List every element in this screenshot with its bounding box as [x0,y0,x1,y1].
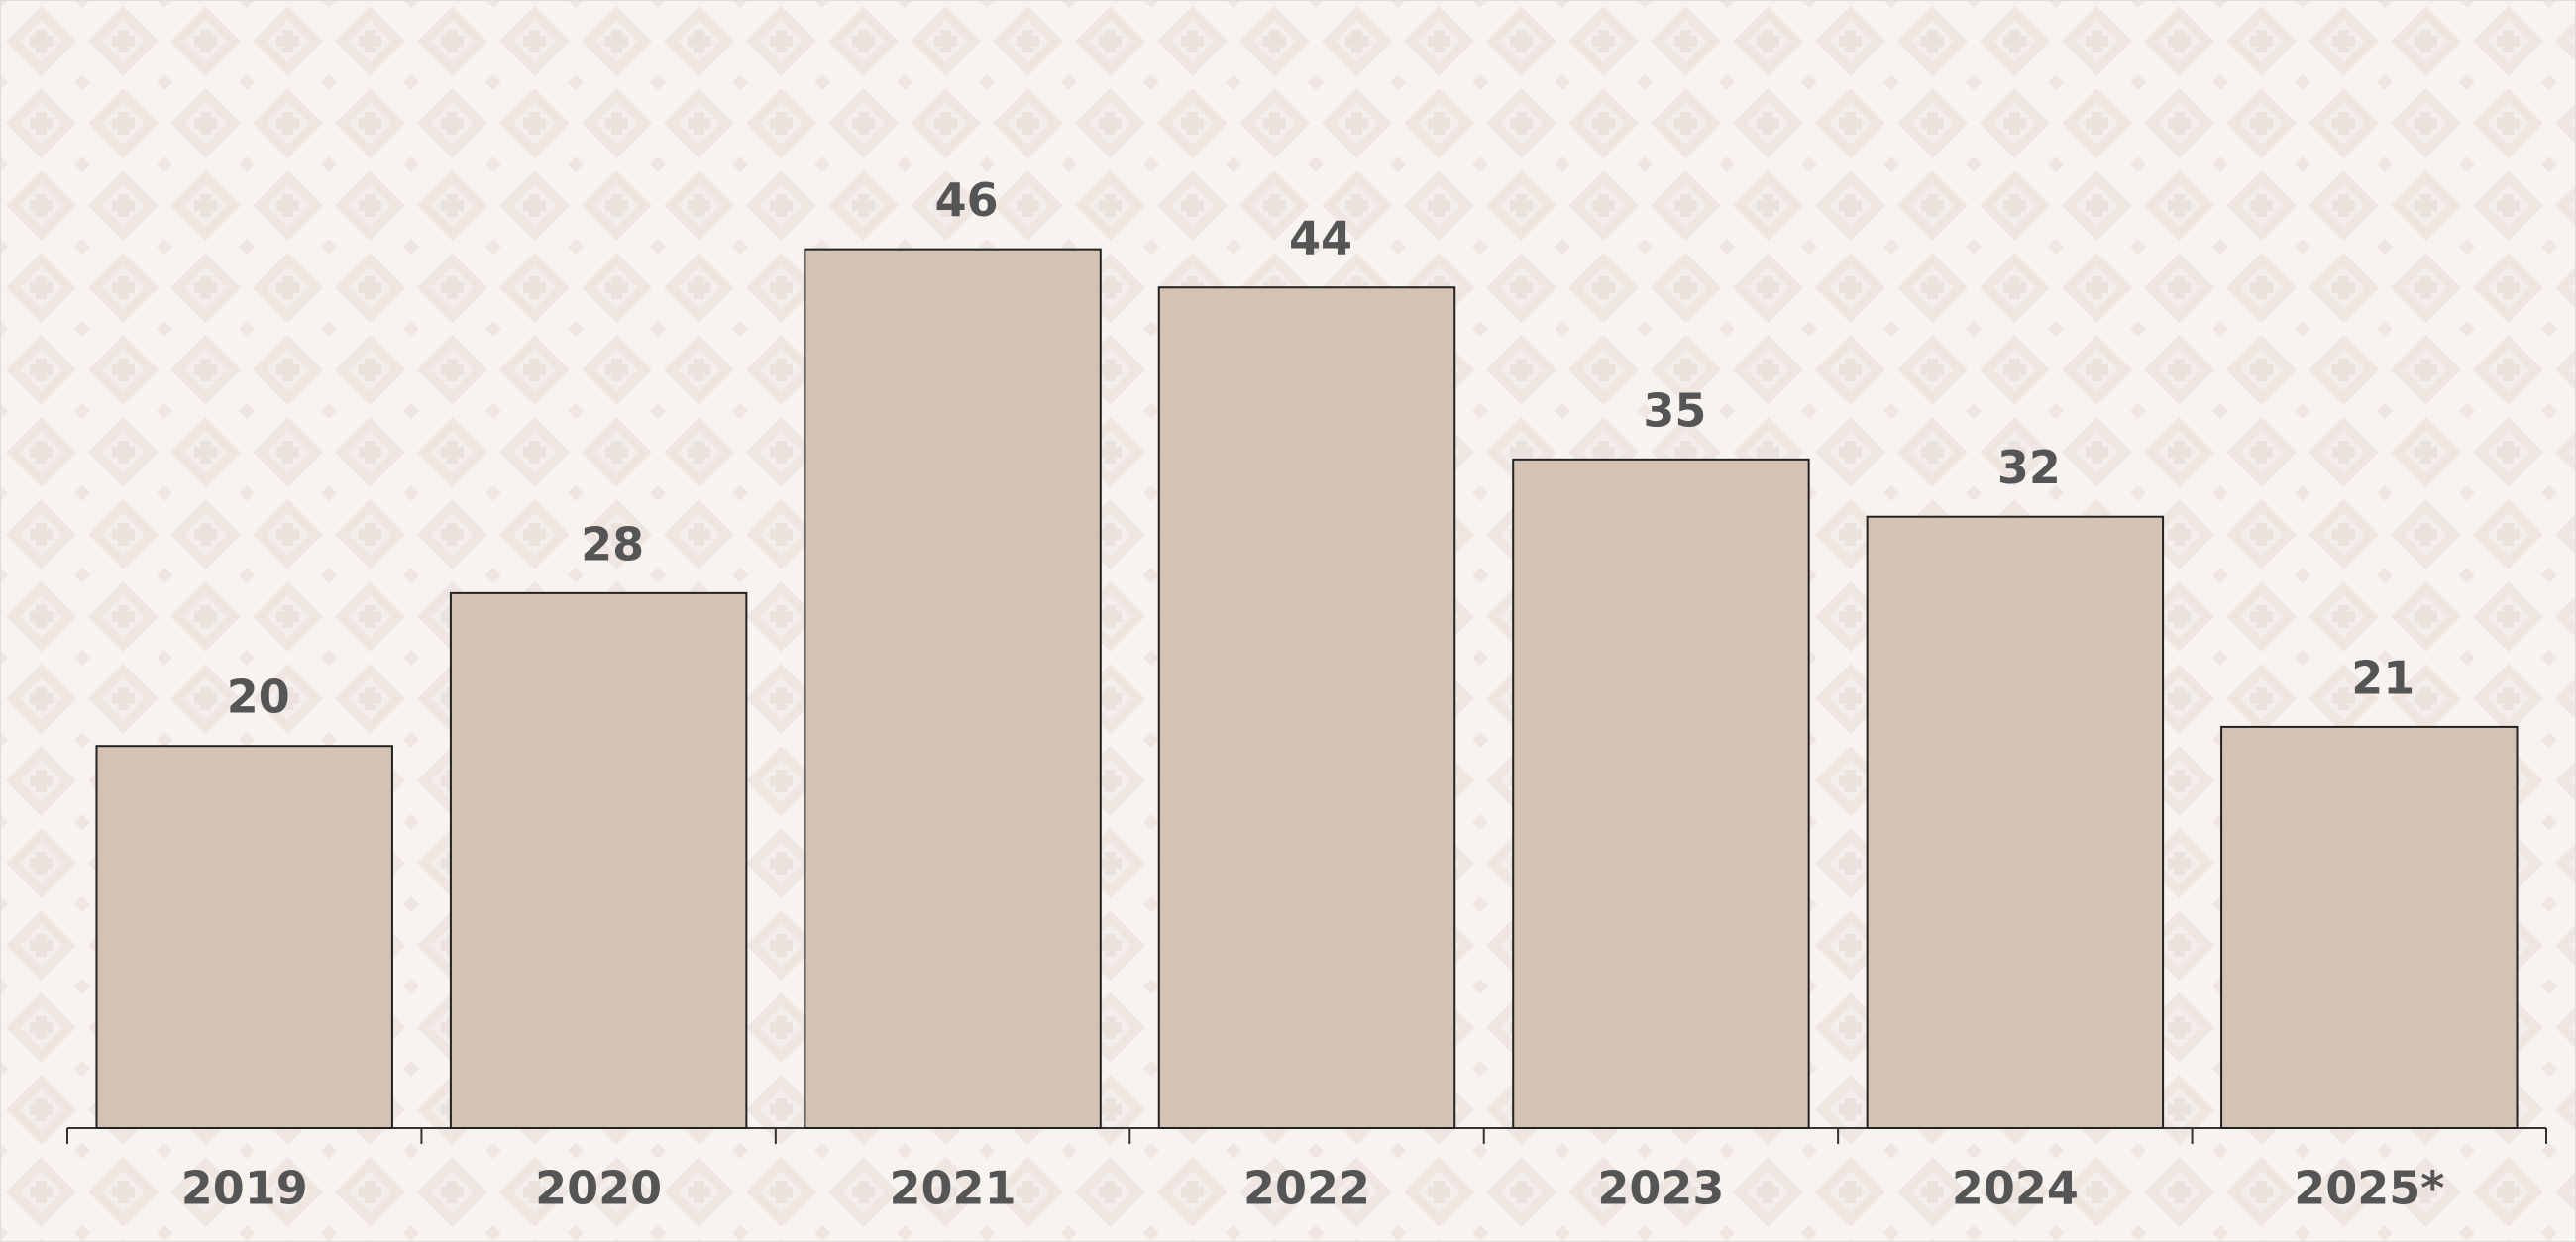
data-label: 46 [935,173,999,227]
x-tick-label: 2023 [1597,1162,1724,1215]
bar [2220,725,2519,1129]
x-tick-label: 2025* [2294,1162,2444,1215]
data-label: 44 [1289,212,1352,265]
x-tick-label: 2024 [1952,1162,2079,1215]
bar [1157,286,1456,1129]
bar [1866,515,2165,1129]
bar [804,248,1102,1130]
bar [95,745,393,1129]
data-label: 35 [1643,383,1706,437]
bar [1512,458,1810,1130]
data-label: 28 [581,517,644,570]
data-label: 20 [227,671,290,724]
x-tick-label: 2021 [890,1162,1017,1215]
bar [449,591,748,1129]
plot: 20 2019 28 2020 46 2021 44 2022 35 2023 32 2024 21 20… [66,173,2547,1215]
data-label: 32 [1997,441,2061,494]
data-label: 21 [2351,651,2415,704]
x-tick-label: 2020 [535,1162,662,1215]
x-tick-label: 2022 [1243,1162,1370,1215]
x-tick-label: 2019 [181,1162,308,1215]
